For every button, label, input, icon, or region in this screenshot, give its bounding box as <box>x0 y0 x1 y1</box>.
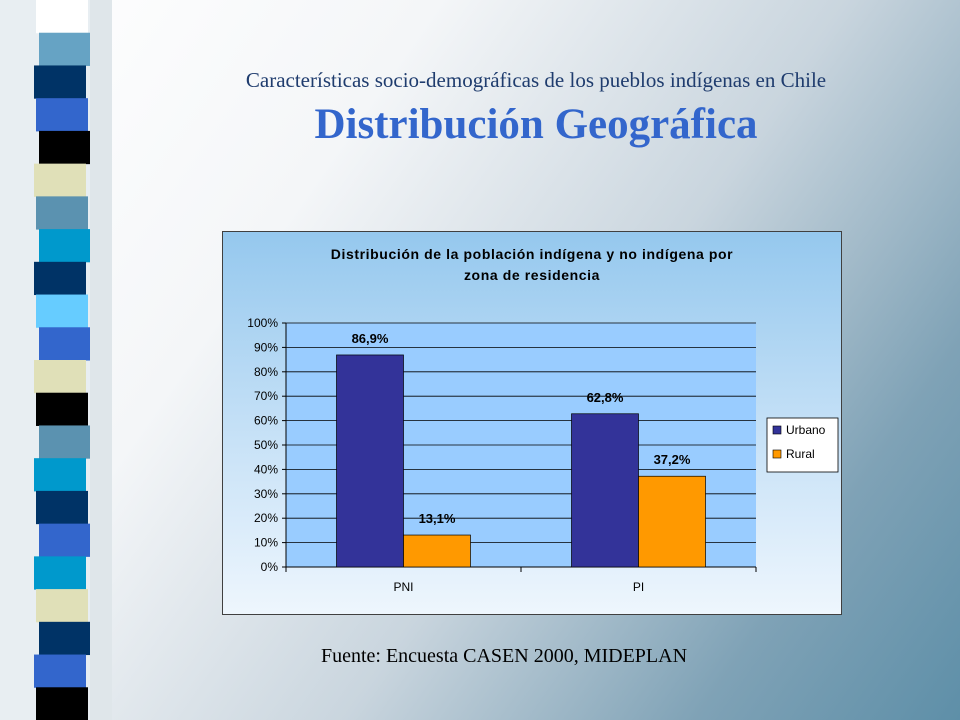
bar-chart: 0% 10% 20% 30% 40% 50% 60% 70% 80% 90% 100% 86,9% 13… <box>247 316 839 594</box>
stripe-segment <box>34 458 86 492</box>
chart-panel: Distribución de la población indígena y … <box>222 231 842 615</box>
y-tick-label: 80% <box>254 365 278 379</box>
stripe-segment <box>36 392 88 426</box>
y-tick-label: 40% <box>254 462 278 476</box>
y-tick-label: 90% <box>254 340 278 354</box>
bar <box>336 354 404 568</box>
x-tick-label: PNI <box>393 580 413 594</box>
chart-title: Distribución de la población indígena y … <box>223 244 841 286</box>
stripe-segment <box>39 425 91 459</box>
y-tick-label: 10% <box>254 536 278 550</box>
stripe-segment <box>34 163 86 197</box>
y-tick-label: 20% <box>254 511 278 525</box>
legend-swatch <box>772 449 782 459</box>
data-label: 86,9% <box>352 331 389 346</box>
stripe-segment <box>36 0 88 34</box>
y-tick-label: 30% <box>254 487 278 501</box>
data-label: 13,1% <box>419 511 456 526</box>
decorative-stripe-bar <box>0 0 112 720</box>
bar <box>571 413 639 568</box>
source-note: Fuente: Encuesta CASEN 2000, MIDEPLAN <box>320 645 688 667</box>
data-label: 37,2% <box>654 452 691 467</box>
slide-title: Distribución Geográfica <box>314 101 758 148</box>
stripe-segment <box>34 654 86 688</box>
chart-title-line-2: zona de residencia <box>463 267 601 283</box>
y-tick-label: 50% <box>254 438 278 452</box>
stripe-segment <box>34 261 86 296</box>
legend-label: Urbano <box>786 423 826 437</box>
stripe-segment <box>34 65 86 99</box>
stripe-segment <box>39 32 91 66</box>
y-tick-label: 0% <box>261 560 279 574</box>
stripe-segment <box>39 229 91 263</box>
y-tick-label: 70% <box>254 389 278 403</box>
legend: Urbano Rural <box>766 417 839 473</box>
stripe-segment <box>39 130 91 165</box>
stripe-segment <box>36 196 88 230</box>
stripe-segment <box>39 327 91 361</box>
y-tick-label: 60% <box>254 414 278 428</box>
legend-label: Rural <box>786 447 815 461</box>
bar <box>403 534 471 568</box>
legend-swatch <box>772 425 782 435</box>
stripe-segment <box>36 98 88 132</box>
stripe-segment <box>39 523 91 557</box>
stripe-segment <box>36 294 88 328</box>
bar <box>638 475 706 568</box>
slide-subtitle: Características socio-demográficas de lo… <box>245 68 827 92</box>
stripe-shadow <box>90 0 112 720</box>
data-label: 62,8% <box>587 390 624 405</box>
stripe-segment <box>36 687 88 720</box>
stripe-segment <box>34 360 86 394</box>
stripe-segment <box>39 621 91 656</box>
stripe-segment <box>36 490 88 525</box>
stripe-segment <box>34 556 86 590</box>
y-tick-label: 100% <box>247 316 278 330</box>
stripe-segment <box>36 589 88 623</box>
chart-title-line-1: Distribución de la población indígena y … <box>330 246 734 262</box>
x-tick-label: PI <box>633 580 644 594</box>
